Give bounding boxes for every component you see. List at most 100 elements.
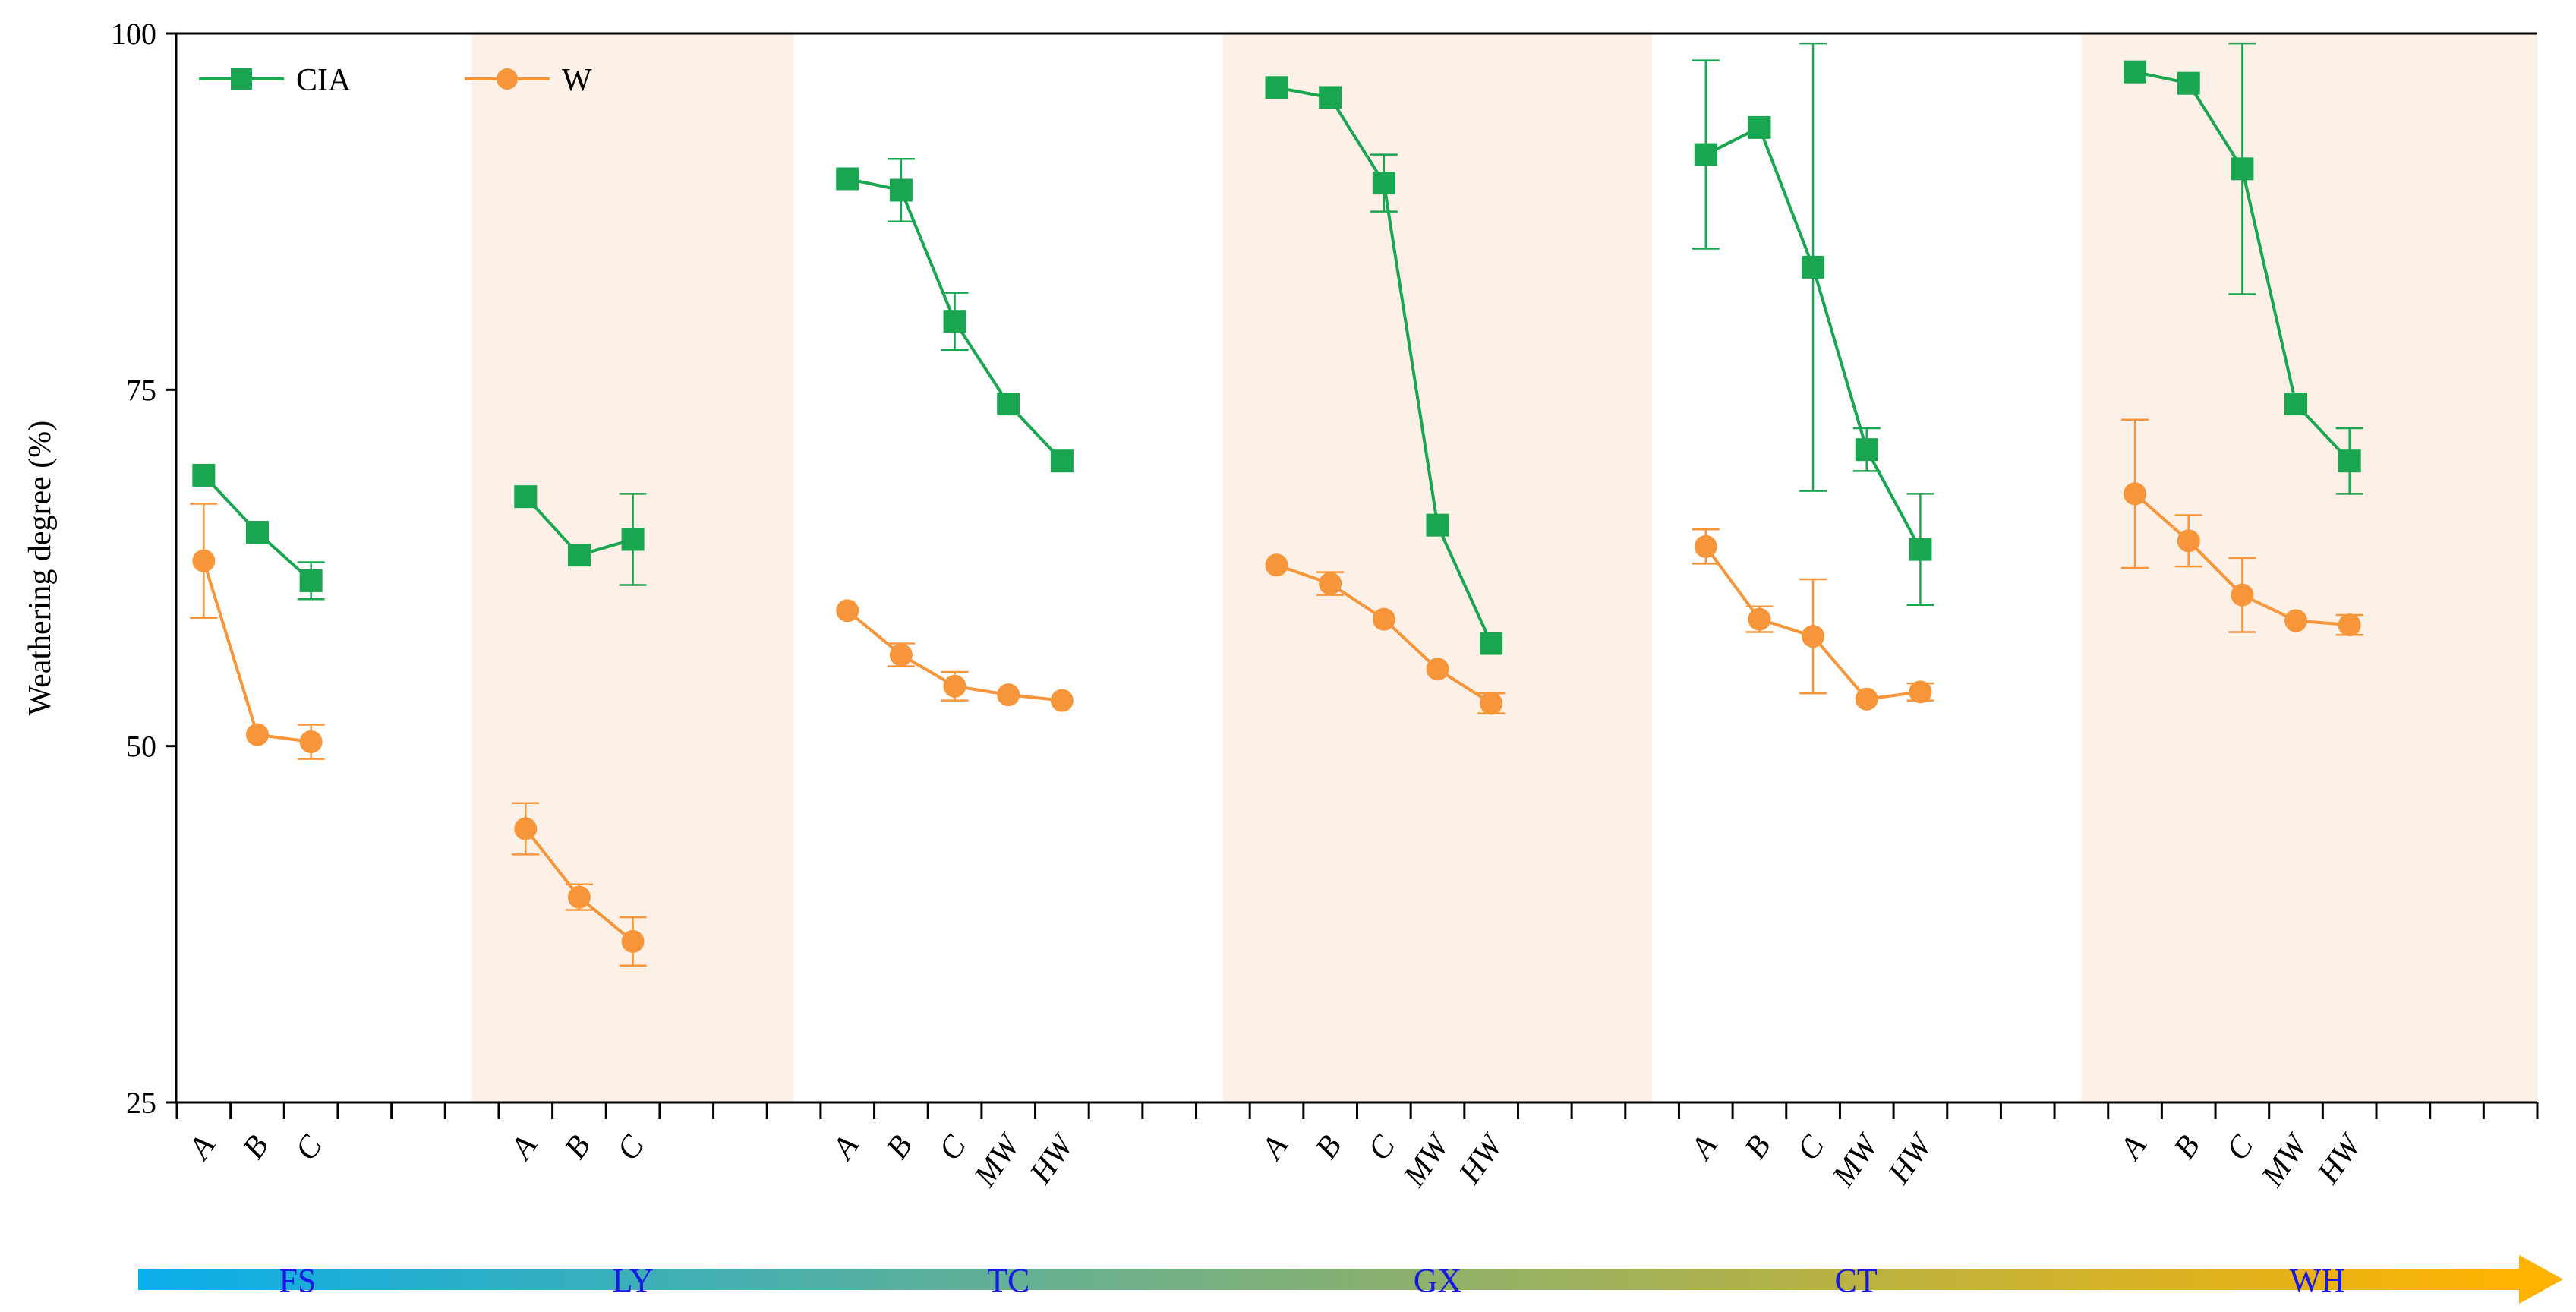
w-point-ct-c xyxy=(1802,625,1825,648)
cia-point-tc-hw xyxy=(1050,449,1074,473)
x-tick-label-gx-hw: HW xyxy=(1452,1127,1512,1191)
cia-point-tc-mw xyxy=(997,393,1020,416)
legend-circle-marker xyxy=(497,68,518,90)
cia-point-wh-hw xyxy=(2338,449,2361,473)
cia-point-gx-b xyxy=(1319,86,1342,109)
cia-point-ct-b xyxy=(1748,115,1771,139)
y-tick-label: 25 xyxy=(126,1086,156,1120)
w-point-fs-a xyxy=(192,549,216,572)
x-tick-label-tc-c: C xyxy=(932,1129,973,1167)
w-line-fs xyxy=(202,560,311,744)
x-tick-label-gx-a: A xyxy=(1254,1129,1295,1167)
x-tick-label-ct-mw: MW xyxy=(1826,1127,1887,1194)
cia-point-wh-mw xyxy=(2284,393,2308,416)
cia-point-ly-b xyxy=(567,544,591,567)
x-tick-label-wh-a: A xyxy=(2112,1129,2153,1167)
cia-point-wh-c xyxy=(2231,157,2254,181)
x-tick-label-tc-hw: HW xyxy=(1023,1127,1082,1191)
x-tick-label-wh-b: B xyxy=(2168,1129,2207,1165)
legend-item-cia: CIA xyxy=(199,63,352,98)
cia-point-gx-hw xyxy=(1480,632,1503,655)
y-tick-label: 100 xyxy=(111,17,156,51)
w-point-ly-b xyxy=(567,885,591,909)
cia-point-fs-c xyxy=(299,569,323,592)
w-point-tc-hw xyxy=(1050,689,1074,712)
x-tick-label-ly-c: C xyxy=(610,1129,651,1167)
legend: CIA W xyxy=(199,63,592,98)
group-label-tc: TC xyxy=(987,1262,1029,1299)
x-tick-label-fs-b: B xyxy=(236,1129,276,1165)
w-point-ly-a xyxy=(514,817,538,840)
x-tick-label-ly-b: B xyxy=(558,1129,597,1165)
group-label-ct: CT xyxy=(1835,1262,1878,1299)
x-tick-label-ly-a: A xyxy=(503,1129,544,1167)
group-label-wh: WH xyxy=(2290,1262,2345,1299)
w-point-wh-c xyxy=(2231,583,2254,607)
x-tick-label-gx-c: C xyxy=(1361,1129,1402,1167)
w-point-wh-a xyxy=(2124,482,2147,506)
w-point-fs-b xyxy=(245,723,269,746)
x-tick-label-wh-c: C xyxy=(2220,1129,2261,1167)
x-tick-label-fs-a: A xyxy=(181,1129,222,1167)
cia-point-fs-b xyxy=(245,521,269,544)
legend-label: CIA xyxy=(296,63,352,98)
w-point-ct-a xyxy=(1694,535,1717,558)
x-tick-label-wh-hw: HW xyxy=(2310,1127,2369,1191)
x-tick-label-ct-hw: HW xyxy=(1881,1127,1941,1191)
gradient-arrow: FS LY TC GX CT WH xyxy=(138,1255,2563,1304)
cia-point-ct-mw xyxy=(1855,438,1878,462)
w-point-ct-b xyxy=(1748,607,1771,631)
cia-point-gx-mw xyxy=(1426,513,1449,537)
cia-point-gx-c xyxy=(1372,172,1395,195)
series xyxy=(190,42,2363,967)
x-tick-label-wh-mw: MW xyxy=(2255,1127,2316,1194)
cia-point-tc-a xyxy=(836,167,859,191)
y-axis-title: Weathering degree (%) xyxy=(23,421,58,715)
cia-point-tc-c xyxy=(943,310,966,333)
cia-point-wh-a xyxy=(2124,60,2147,84)
w-point-ct-mw xyxy=(1855,687,1878,711)
w-point-ly-c xyxy=(621,929,645,953)
cia-point-gx-a xyxy=(1265,76,1288,99)
w-point-wh-b xyxy=(2177,529,2200,553)
cia-point-ly-a xyxy=(514,485,538,509)
w-point-gx-a xyxy=(1265,554,1288,577)
x-tick-label-ct-a: A xyxy=(1683,1129,1724,1167)
group-shading xyxy=(471,33,2537,1102)
cia-point-tc-b xyxy=(889,178,913,202)
x-tick-label-ct-c: C xyxy=(1791,1129,1832,1167)
cia-point-fs-a xyxy=(192,463,216,487)
x-tick-label-tc-a: A xyxy=(825,1129,865,1167)
axes: 25 50 75 100 xyxy=(111,17,2539,1120)
x-tick-label-tc-mw: MW xyxy=(967,1127,1029,1194)
shade-wh xyxy=(2081,33,2537,1102)
legend-label: W xyxy=(562,63,592,98)
w-point-gx-hw xyxy=(1480,692,1503,715)
cia-point-ct-a xyxy=(1694,143,1717,166)
cia-point-ct-hw xyxy=(1909,538,1932,561)
legend-square-marker xyxy=(231,68,252,90)
w-point-tc-b xyxy=(889,643,913,667)
x-tick-label-gx-mw: MW xyxy=(1396,1127,1458,1194)
w-point-gx-b xyxy=(1319,572,1342,595)
group-label-ly: LY xyxy=(612,1262,653,1299)
cia-point-ly-c xyxy=(621,528,645,551)
y-tick-label: 75 xyxy=(126,373,156,407)
x-tick-label-tc-b: B xyxy=(880,1129,919,1165)
group-label-fs: FS xyxy=(279,1262,317,1299)
w-point-gx-c xyxy=(1372,607,1395,631)
x-tick-label-fs-c: C xyxy=(288,1129,329,1167)
w-point-tc-c xyxy=(943,674,966,698)
cia-point-wh-b xyxy=(2177,71,2200,95)
w-point-wh-hw xyxy=(2338,613,2361,637)
w-point-tc-mw xyxy=(997,683,1020,707)
group-label-gx: GX xyxy=(1414,1262,1462,1299)
w-point-ct-hw xyxy=(1909,680,1932,704)
y-tick-label: 50 xyxy=(126,730,156,764)
legend-item-w: W xyxy=(465,63,592,98)
x-tick-label-gx-b: B xyxy=(1309,1129,1348,1165)
x-tick-label-ct-b: B xyxy=(1738,1129,1777,1165)
arrow-shaft xyxy=(138,1269,2522,1290)
